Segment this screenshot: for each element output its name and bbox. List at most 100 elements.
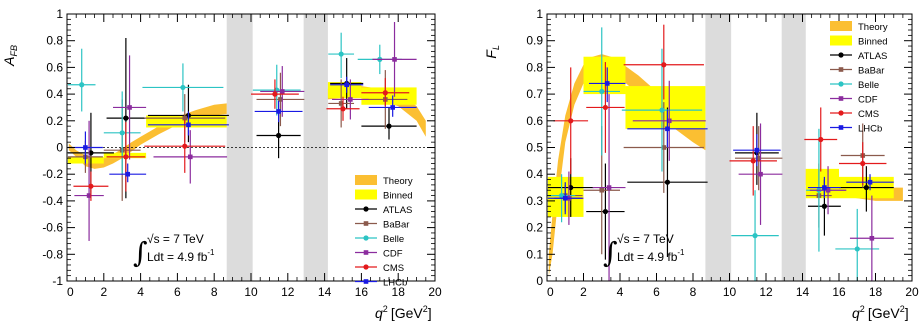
x-tick-label: 10 bbox=[723, 285, 737, 299]
y-tick-label: 0.2 bbox=[46, 114, 63, 128]
data-point-cms-0 bbox=[73, 171, 109, 201]
marker bbox=[606, 185, 612, 190]
data-point-babar-3 bbox=[734, 126, 783, 191]
data-point-belle-2 bbox=[621, 48, 703, 172]
x-tick-label: 10 bbox=[244, 285, 258, 299]
veto-region-1 bbox=[781, 14, 806, 281]
legend: Theory Binned ATLAS BaBar Belle CDF CMS LHCb bbox=[355, 175, 413, 289]
legend-theory-label: Theory bbox=[858, 22, 888, 33]
marker bbox=[604, 81, 610, 86]
binned-box-4 bbox=[361, 87, 417, 105]
y-tick-label: 0.7 bbox=[526, 87, 543, 101]
marker bbox=[867, 179, 873, 185]
x-tick-label: 4 bbox=[617, 285, 624, 299]
data-point-cdf-2 bbox=[632, 80, 706, 161]
x-tick-label: 14 bbox=[796, 285, 810, 299]
x-tick-label: 20 bbox=[905, 285, 919, 299]
data-point-lhcb-4 bbox=[807, 176, 841, 199]
data-point-atlas-5 bbox=[361, 107, 417, 140]
marker bbox=[666, 118, 672, 124]
legend-binned-swatch bbox=[355, 189, 377, 200]
y-tick-label: -0.4 bbox=[42, 194, 63, 208]
data-point-belle-4 bbox=[328, 32, 355, 79]
y-tick-label: -0.6 bbox=[42, 221, 63, 235]
series-cdf bbox=[74, 22, 417, 241]
marker bbox=[123, 154, 129, 160]
marker bbox=[276, 132, 282, 139]
binned-box-3 bbox=[805, 168, 839, 199]
legend-belle-label: Belle bbox=[858, 80, 879, 91]
marker bbox=[119, 130, 125, 136]
y-tick-label: 0 bbox=[56, 141, 63, 155]
energy-label: √s = 7 TeV bbox=[147, 232, 204, 246]
data-point-belle-1 bbox=[103, 91, 141, 175]
y-tick-label: 0.3 bbox=[526, 194, 543, 208]
x-axis-title-sup: 2 bbox=[860, 304, 865, 314]
data-point-lhcb-1 bbox=[588, 67, 626, 103]
legend-cdf-label: CDF bbox=[858, 95, 878, 106]
marker bbox=[559, 192, 565, 199]
y-tick-label: 0.9 bbox=[526, 34, 543, 48]
marker bbox=[83, 145, 88, 150]
marker bbox=[125, 171, 131, 177]
energy-label: √s = 7 TeV bbox=[617, 232, 674, 246]
x-tick-label: 6 bbox=[653, 285, 660, 299]
legend-cms-label: CMS bbox=[383, 263, 404, 274]
luminosity-annotation: ∫ √s = 7 TeV Ldt = 4.9 fb-1 bbox=[603, 232, 685, 269]
y-tick-label: 1 bbox=[56, 7, 63, 21]
marker bbox=[279, 89, 285, 94]
x-axis-title-unit: [GeV bbox=[868, 305, 901, 321]
marker bbox=[180, 84, 186, 91]
series-lhcb bbox=[67, 76, 417, 183]
x-axis-title: q2 [GeV2] bbox=[852, 304, 909, 321]
x-axis-title-var: q bbox=[852, 305, 860, 321]
marker bbox=[392, 57, 397, 62]
legend-belle-marker bbox=[363, 235, 369, 241]
x-tick-label: 8 bbox=[690, 285, 697, 299]
series-cms bbox=[553, 24, 887, 196]
binned-box-1 bbox=[583, 56, 626, 95]
x-tick-label: 2 bbox=[580, 285, 587, 299]
x-tick-label: 0 bbox=[547, 285, 554, 299]
data-point-atlas-1 bbox=[586, 163, 625, 260]
marker bbox=[825, 187, 831, 193]
data-point-cdf-4 bbox=[809, 166, 847, 215]
x-axis-title-unit: [GeV bbox=[391, 305, 424, 321]
y-tick-label: -1 bbox=[52, 274, 63, 288]
legend-babar-label: BaBar bbox=[383, 220, 409, 231]
marker bbox=[822, 185, 827, 190]
data-point-babar-3 bbox=[256, 72, 305, 127]
marker bbox=[661, 62, 667, 68]
x-tick-label: 18 bbox=[392, 285, 406, 299]
data-point-belle-2 bbox=[142, 63, 224, 112]
luminosity-annotation: ∫ √s = 7 TeV Ldt = 4.9 fb-1 bbox=[133, 232, 215, 269]
data-point-babar-2 bbox=[623, 102, 704, 193]
x-tick-label: 20 bbox=[428, 285, 442, 299]
marker bbox=[602, 104, 609, 111]
data-point-cms-4 bbox=[804, 107, 838, 172]
y-tick-label: 0.1 bbox=[526, 247, 543, 261]
marker bbox=[659, 107, 665, 113]
marker bbox=[182, 115, 188, 121]
series-cms bbox=[73, 78, 410, 201]
x-tick-label: 12 bbox=[281, 285, 295, 299]
legend-atlas-marker bbox=[838, 52, 844, 58]
marker bbox=[123, 115, 129, 121]
chart-fl: 0 2 4 6 8 10 12 14 16 18 2000.10.20.30.40.50.60.70… bbox=[483, 7, 919, 321]
data-point-belle-0 bbox=[547, 174, 576, 223]
y-tick-label: 0.8 bbox=[46, 34, 63, 48]
legend-atlas-marker bbox=[363, 206, 369, 212]
data-point-lhcb-3 bbox=[733, 134, 781, 167]
marker bbox=[390, 105, 395, 110]
series-belle bbox=[547, 27, 880, 281]
y-tick-label: 1 bbox=[536, 7, 543, 21]
legend-cdf-marker bbox=[363, 250, 369, 255]
marker bbox=[186, 122, 191, 128]
data-point-lhcb-4 bbox=[330, 76, 364, 93]
lumi-label-sup: -1 bbox=[207, 248, 215, 257]
y-axis-title: AFB bbox=[1, 45, 19, 67]
x-axis-title-var: q bbox=[375, 305, 383, 321]
lumi-label-sup: -1 bbox=[677, 248, 685, 257]
lumi-label-main: Ldt = 4.9 fb bbox=[617, 250, 678, 264]
x-tick-label: 2 bbox=[100, 285, 107, 299]
